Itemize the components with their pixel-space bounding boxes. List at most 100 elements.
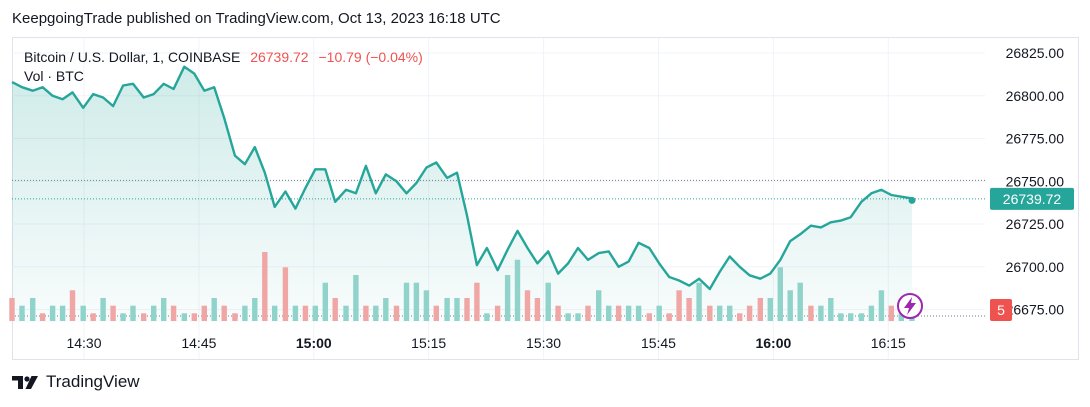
x-tick-label: 15:45 [641, 335, 676, 351]
volume-bar [545, 282, 551, 321]
x-tick-label: 15:15 [411, 335, 446, 351]
y-tick-label: 26775.00 [1006, 131, 1065, 147]
volume-bar [575, 313, 581, 321]
volume-bar [181, 313, 187, 321]
volume-bar [585, 305, 591, 321]
volume-badge-label: 5 [997, 302, 1005, 318]
volume-bar [757, 298, 763, 321]
x-tick-label: 14:45 [181, 335, 216, 351]
volume-bar [484, 313, 490, 321]
volume-bar [534, 298, 541, 321]
y-tick-label: 26825.00 [1006, 45, 1065, 61]
volume-bar [787, 290, 793, 321]
volume-bar [9, 298, 15, 321]
volume-bar [383, 298, 389, 321]
volume-bar [666, 313, 672, 321]
y-tick-label: 26725.00 [1006, 216, 1065, 232]
volume-bar [777, 267, 783, 321]
volume-bar [19, 305, 25, 321]
volume-bar [727, 305, 733, 321]
volume-bar [818, 305, 824, 321]
volume-bar [423, 290, 430, 321]
y-tick-label: 26675.00 [1006, 302, 1065, 318]
price-axis[interactable]: 26675.00 26700.00 26725.00 26750.00 26775.00… [1006, 45, 1065, 317]
volume-bar [302, 305, 309, 321]
last-price: 26739.72 [250, 49, 309, 65]
volume-bar [828, 298, 834, 321]
volume-badge [990, 299, 1012, 321]
volume-bar [120, 313, 126, 321]
volume-bar [514, 259, 521, 321]
volume-bar [161, 298, 167, 321]
x-tick-label: 14:30 [66, 335, 101, 351]
volume-bar [211, 298, 217, 321]
y-tick-label: 26700.00 [1006, 259, 1065, 275]
volume-bar [332, 298, 338, 321]
volume-bar [312, 305, 318, 321]
volume-bar [494, 305, 501, 321]
tradingview-footer[interactable]: TradingView [12, 372, 140, 392]
volume-bar [292, 305, 299, 321]
volume-bar [232, 313, 238, 321]
volume-bar [130, 305, 136, 321]
volume-bar [322, 282, 328, 321]
volume-bar [696, 282, 702, 321]
volume-bar [221, 305, 227, 321]
time-axis[interactable]: 14:30 14:45 15:00 15:15 15:30 15:45 16:00 16:15 [66, 335, 906, 351]
volume-bar [898, 313, 904, 321]
volume-bar [888, 305, 894, 321]
x-tick-label: 15:30 [526, 335, 561, 351]
volume-bar [746, 305, 753, 321]
x-tick-label: 16:15 [871, 335, 906, 351]
volume-bar [676, 290, 682, 321]
volume-bar [737, 313, 743, 321]
volume-bar [464, 298, 470, 321]
volume-bar [504, 275, 511, 321]
volume-bar [686, 298, 692, 321]
volume-bar [474, 282, 480, 321]
volume-bar [30, 298, 36, 321]
volume-bar [191, 313, 197, 321]
volume-bar [878, 290, 885, 321]
volume-bar [141, 313, 147, 321]
volume-bar [170, 305, 177, 321]
symbol-legend[interactable]: Bitcoin / U.S. Dollar, 1, COINBASE 26739… [24, 47, 423, 67]
volume-bar [656, 305, 662, 321]
y-tick-label: 26750.00 [1006, 173, 1065, 189]
volume-bar [555, 305, 561, 321]
volume-bar [433, 305, 439, 321]
volume-bar [524, 290, 531, 321]
price-line [11, 65, 916, 291]
volume-bar [868, 305, 875, 321]
volume-bar [606, 305, 612, 321]
volume-bar [646, 313, 652, 321]
volume-bar [353, 275, 359, 321]
volume-bar [49, 305, 56, 321]
volume-bar [615, 305, 622, 321]
volume-bar [282, 267, 289, 321]
volume-bar [100, 298, 106, 321]
volume-bar [201, 305, 207, 321]
price-line-path [11, 65, 913, 291]
publisher-caption: KeepgoingTrade published on TradingView.… [12, 10, 501, 27]
volume-bar [848, 313, 854, 321]
volume-bar [565, 313, 571, 321]
last-price-dot [908, 196, 916, 204]
volume-bar [808, 305, 814, 321]
price-change: −10.79 (−0.04%) [318, 49, 423, 65]
volume-bar [262, 252, 268, 321]
lightning-icon[interactable] [897, 293, 923, 319]
volume-bar [858, 313, 865, 321]
volume-bar [635, 305, 642, 321]
volume-legend[interactable]: Vol · BTC [24, 68, 84, 84]
volume-bar [151, 305, 157, 321]
volume-bar [110, 305, 116, 321]
volume-bar [39, 313, 46, 321]
volume-bar [717, 305, 723, 321]
volume-bar [69, 290, 76, 321]
price-badge-label: 26739.72 [1003, 191, 1062, 207]
footer-brand: TradingView [46, 372, 140, 391]
tradingview-logo-icon [12, 376, 38, 389]
volume-bar [363, 305, 369, 321]
